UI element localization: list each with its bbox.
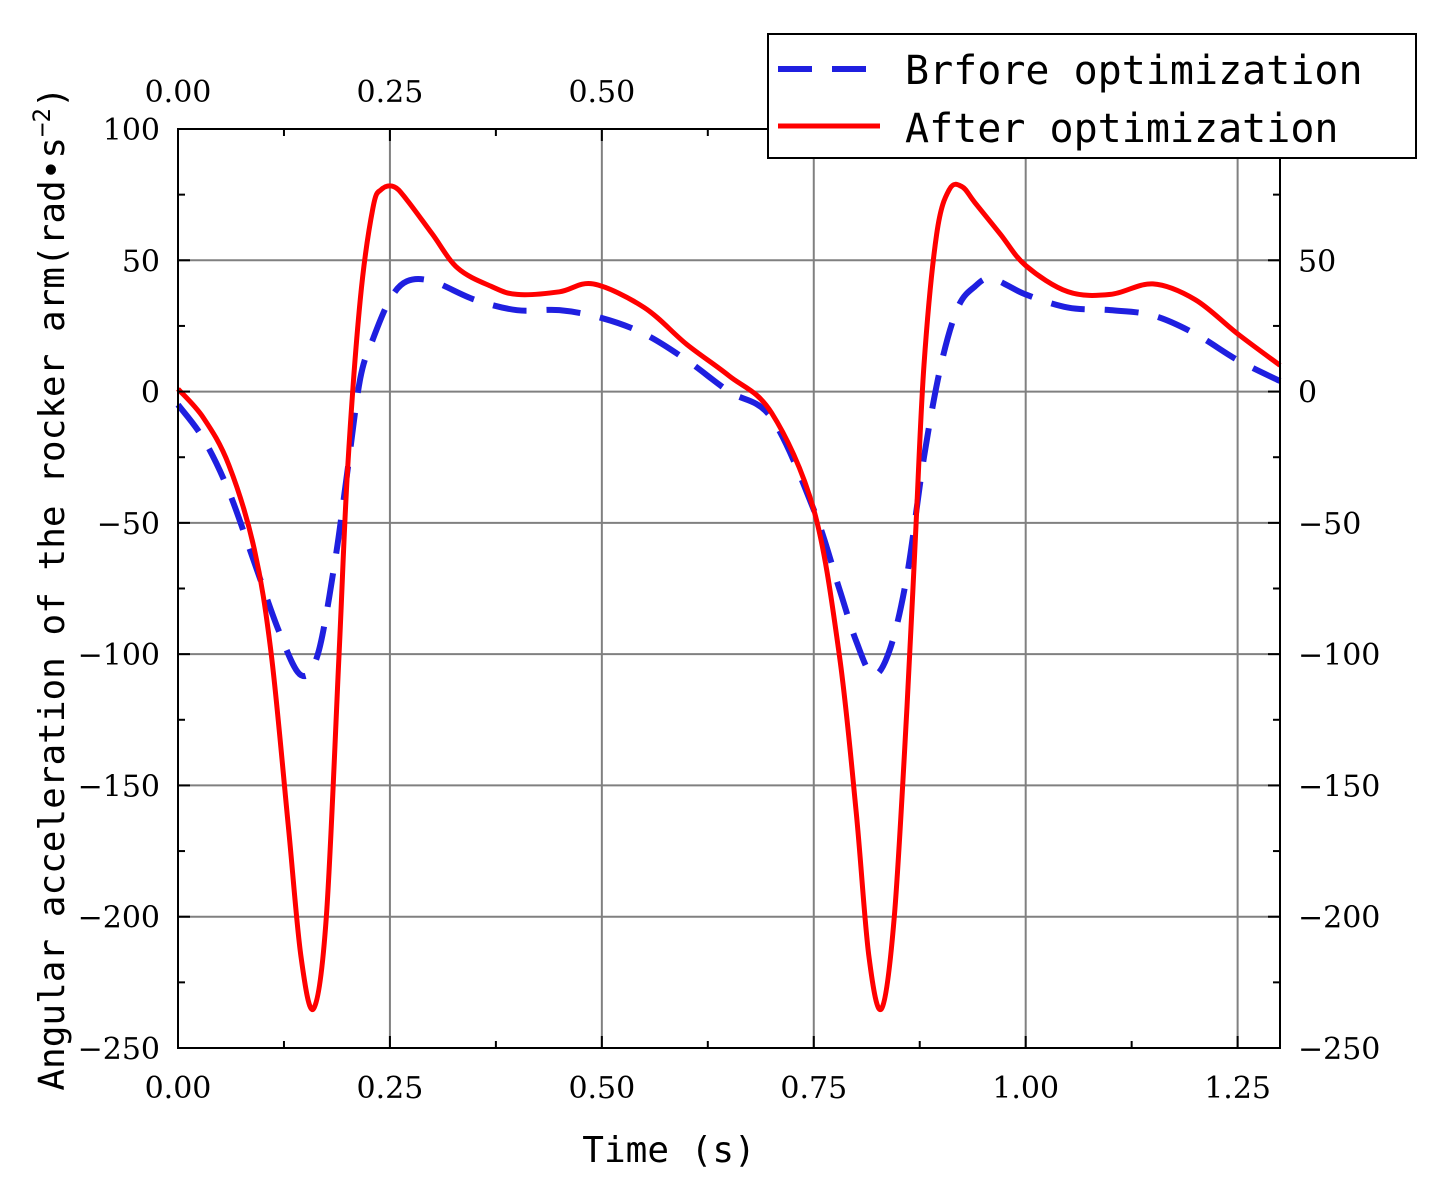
y-right-tick-label-3: −100	[1298, 638, 1380, 673]
x-tick-label-4: 1.00	[992, 1071, 1059, 1106]
x-tick-label-1: 0.25	[357, 1071, 424, 1106]
y-tick-label-2: −150	[78, 769, 160, 804]
y-right-tick-label-2: −150	[1298, 769, 1380, 804]
y-axis-title: Angular acceleration of the rocker arm(r…	[28, 86, 73, 1090]
x-top-tick-label-0: 0.00	[145, 75, 212, 110]
y-tick-label-3: −100	[78, 638, 160, 673]
y-tick-label-6: 50	[122, 244, 160, 279]
y-axis-title-main: Angular acceleration of the rocker arm(r…	[32, 137, 73, 1091]
series-line-1	[176, 181, 1282, 1013]
x-axis-title: Time (s)	[582, 1130, 755, 1171]
grid	[178, 129, 1280, 1048]
x-tick-label-3: 0.75	[780, 1071, 847, 1106]
y-tick-label-0: −250	[78, 1032, 160, 1067]
series-line-0	[175, 275, 1282, 680]
y-tick-label-1: −200	[78, 901, 160, 936]
series-layer	[175, 181, 1282, 1013]
x-tick-label-5: 1.25	[1204, 1071, 1271, 1106]
legend-label-before: Brfore optimization	[905, 48, 1363, 94]
y-right-tick-label-6: 50	[1298, 244, 1336, 279]
x-tick-label-2: 0.50	[568, 1071, 635, 1106]
legend: Brfore optimization After optimization	[767, 33, 1417, 159]
legend-label-after: After optimization	[905, 106, 1338, 152]
y-right-tick-label-4: −50	[1298, 507, 1361, 542]
tick-labels: 0.00 0.25 0.50 0.75 1.00 1.25 0.00 0.25 0.50 −250…	[78, 75, 1381, 1106]
y-right-tick-label-5: 0	[1298, 376, 1317, 411]
y-tick-label-7: 100	[103, 113, 160, 148]
y-tick-label-5: 0	[141, 376, 160, 411]
x-top-tick-label-1: 0.25	[357, 75, 424, 110]
y-tick-label-4: −50	[97, 507, 160, 542]
x-top-tick-label-2: 0.50	[568, 75, 635, 110]
y-axis-title-superscript: −2	[28, 108, 56, 137]
y-right-tick-label-1: −200	[1298, 901, 1380, 936]
y-axis-title-close: )	[32, 86, 73, 108]
legend-box	[767, 33, 1417, 159]
y-right-tick-label-0: −250	[1298, 1032, 1380, 1067]
x-tick-label-0: 0.00	[145, 1071, 212, 1106]
ticks	[177, 128, 1280, 1049]
